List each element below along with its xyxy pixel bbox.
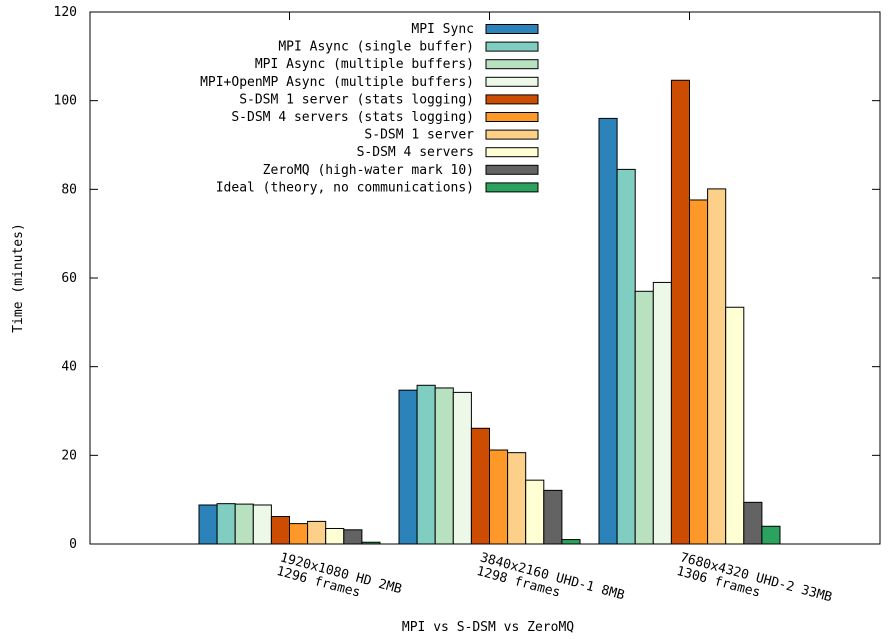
legend-swatch [485,59,539,70]
bar [252,504,272,545]
legend-swatch [485,112,539,122]
bar [507,452,527,545]
bar [543,489,563,545]
bar [598,117,618,545]
legend-label: S-DSM 4 servers [357,145,474,160]
bar [634,290,654,545]
legend-label: MPI Sync [411,22,474,37]
legend-swatch [485,76,539,87]
bar [470,427,490,545]
bar [325,527,345,545]
x-axis-title: MPI vs S-DSM vs ZeroMQ [402,620,574,635]
x-category-label: 1920x1080 HD 2MB1296 frames [275,550,404,610]
legend-swatch [485,182,539,193]
legend-label: ZeroMQ (high-water mark 10) [263,163,474,178]
legend-label: S-DSM 1 server (stats logging) [239,92,474,107]
bar [652,281,672,545]
y-axis-title: Time (minutes) [11,223,26,333]
bar [270,516,290,545]
legend-swatch [485,147,539,158]
legend-swatch [485,94,539,105]
bar [489,449,509,545]
bar [452,391,472,545]
y-tick-label: 100 [54,94,77,109]
bar [689,199,709,545]
bar [725,306,745,545]
legend-label: MPI Async (multiple buffers) [255,57,474,72]
bar [289,523,309,545]
bar [761,525,781,545]
x-category-label: 3840x2160 UHD-1 8MB1298 frames [475,550,626,617]
legend-label: MPI+OpenMP Async (multiple buffers) [200,75,474,90]
legend-swatch [485,24,539,34]
x-category-label: 7680x4320 UHD-2 33MB1306 frames [675,550,834,619]
y-tick-label: 120 [54,5,77,20]
y-tick-label: 20 [61,448,77,463]
legend-label: Ideal (theory, no communications) [216,180,474,195]
bar [307,520,327,545]
legend-label: S-DSM 1 server [364,128,474,143]
legend-swatch [485,164,539,175]
bar [198,504,218,545]
bar [561,539,581,545]
bar [434,387,454,545]
y-tick-label: 60 [61,271,77,286]
legend-swatch [485,129,539,140]
bar [216,503,236,545]
bar [670,79,691,545]
bar [343,529,363,545]
legend-label: MPI Async (single buffer) [278,40,474,55]
y-tick-label: 80 [61,182,77,197]
bars-layer [198,79,781,545]
legend-swatch [485,41,539,52]
bar [525,479,545,545]
bar [743,501,763,545]
bar [416,384,436,545]
legend-label: S-DSM 4 servers (stats logging) [231,110,474,125]
bar [234,503,254,545]
bar [398,389,418,545]
y-axis: 0 20 40 60 80 100 120 [54,5,880,552]
y-tick-label: 40 [61,360,77,375]
y-tick-label: 0 [69,537,77,552]
legend: MPI Sync MPI Async (single buffer) MPI Asy… [200,22,539,195]
bar [616,168,636,545]
bar [707,188,727,545]
